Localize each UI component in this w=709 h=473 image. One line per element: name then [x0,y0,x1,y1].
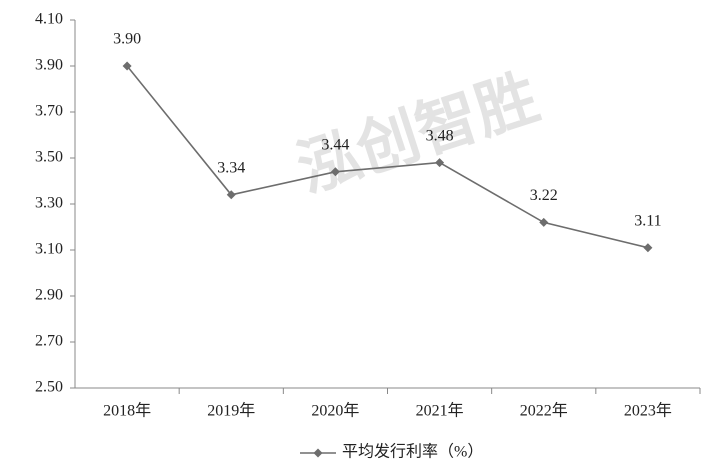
x-tick-label: 2022年 [520,402,568,420]
legend-marker [313,448,323,458]
data-label: 3.44 [321,136,349,153]
point [435,158,445,168]
point [330,167,340,177]
data-label: 3.48 [426,127,454,144]
legend-label: 平均发行利率（%） [342,443,483,461]
y-tick-label: 4.10 [35,11,63,28]
x-tick-label: 2020年 [311,402,359,420]
y-tick-label: 3.70 [35,103,63,120]
watermark: 泓创智胜 [289,63,546,205]
data-label: 3.34 [217,159,245,176]
point [226,190,236,200]
x-tick-label: 2021年 [416,402,464,420]
y-tick-label: 3.10 [35,241,63,258]
point [643,243,653,253]
y-tick-label: 2.90 [35,287,63,304]
data-label: 3.90 [113,31,141,48]
data-label: 3.22 [530,187,558,204]
x-tick-label: 2018年 [103,402,151,420]
point [539,217,549,227]
y-tick-label: 3.90 [35,57,63,74]
y-tick-label: 2.70 [35,333,63,350]
y-tick-label: 3.50 [35,149,63,166]
data-label: 3.11 [634,212,661,229]
y-tick-label: 3.30 [35,195,63,212]
point [122,61,132,71]
series-line [126,65,649,249]
y-tick-label: 2.50 [35,379,63,396]
x-tick-label: 2019年 [207,402,255,420]
x-tick-label: 2023年 [624,402,672,420]
